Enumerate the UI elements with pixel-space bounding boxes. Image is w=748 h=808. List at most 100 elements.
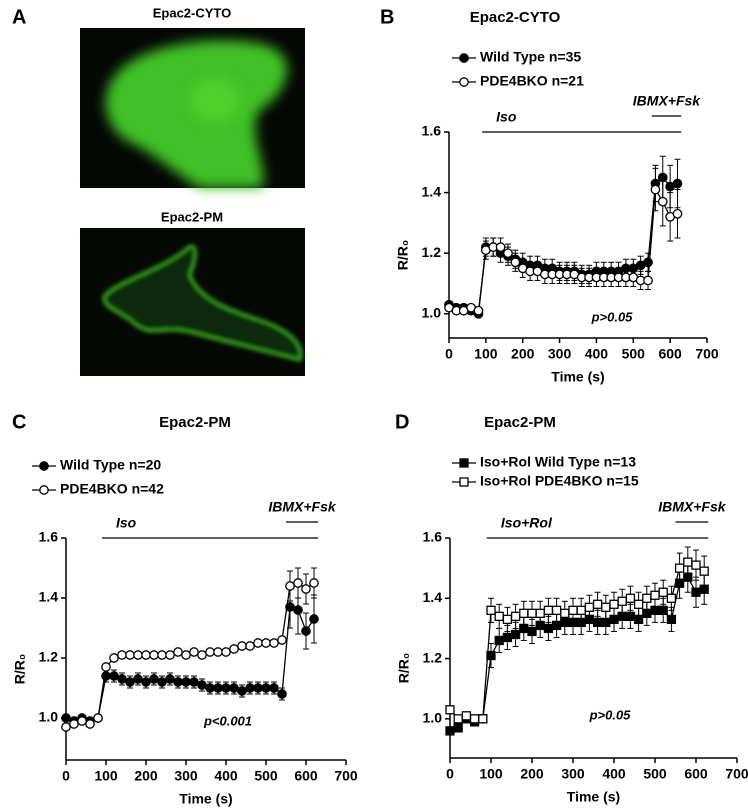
y-tick-label: 1.2 xyxy=(422,244,442,260)
y-axis-label: R/R₀ xyxy=(396,653,412,683)
chart-title: Epac2-PM xyxy=(159,414,231,431)
data-point xyxy=(445,726,455,736)
data-point xyxy=(197,650,207,660)
data-point xyxy=(672,178,683,189)
data-point xyxy=(527,608,537,618)
x-tick-label: 0 xyxy=(446,766,454,782)
x-tick-label: 700 xyxy=(725,766,748,782)
x-axis-label: Time (s) xyxy=(551,369,604,385)
data-point xyxy=(478,714,488,724)
p-value: p>0.05 xyxy=(589,707,632,722)
data-point xyxy=(229,683,239,693)
data-point xyxy=(237,686,247,696)
x-tick-label: 400 xyxy=(214,768,238,784)
chart: C Epac2-PM 0 100 200 300 400 500 600 700 1.0 1.2 1.4… xyxy=(12,411,358,806)
y-tick-label: 1.4 xyxy=(422,183,442,199)
data-point xyxy=(642,593,652,603)
nucleus xyxy=(190,78,240,122)
data-point xyxy=(309,614,319,624)
data-point xyxy=(149,650,159,660)
data-point xyxy=(285,581,295,591)
data-point xyxy=(221,647,231,657)
data-point xyxy=(658,587,668,597)
data-point xyxy=(519,608,529,618)
legend-marker xyxy=(39,461,49,471)
x-tick-label: 400 xyxy=(585,346,609,362)
data-point xyxy=(245,683,255,693)
data-point xyxy=(221,683,231,693)
legend-marker xyxy=(39,485,49,495)
legend-marker xyxy=(459,53,469,63)
data-point xyxy=(205,647,215,657)
data-point xyxy=(277,635,287,645)
data-point xyxy=(125,677,135,687)
y-tick-label: 1.4 xyxy=(423,589,443,605)
data-point xyxy=(691,587,701,597)
data-point xyxy=(61,722,71,732)
x-tick-label: 300 xyxy=(548,346,572,362)
data-point xyxy=(592,599,603,609)
data-point xyxy=(494,635,504,646)
treatment-label: IBMX+Fsk xyxy=(658,499,727,515)
y-tick-label: 1.6 xyxy=(39,529,59,545)
legend-entry: Iso+Rol Wild Type n=13 xyxy=(452,454,636,470)
legend-entry: PDE4BKO n=42 xyxy=(32,481,164,497)
data-point xyxy=(109,653,119,663)
y-tick-label: 1.4 xyxy=(39,589,59,605)
y-axis-label: R/R₀ xyxy=(395,240,411,270)
y-tick-label: 1.6 xyxy=(422,123,442,139)
data-point xyxy=(657,196,668,207)
data-point xyxy=(205,683,215,693)
data-point xyxy=(117,674,127,684)
treatment-label: Iso xyxy=(116,515,137,531)
legend-entry: PDE4BKO n=21 xyxy=(452,73,584,89)
data-point xyxy=(77,716,87,726)
data-point xyxy=(261,683,271,693)
data-point xyxy=(445,705,455,715)
y-tick-label: 1.0 xyxy=(423,710,443,726)
data-point xyxy=(691,560,701,570)
x-tick-label: 700 xyxy=(695,346,719,362)
data-point xyxy=(293,605,303,615)
data-point xyxy=(461,711,472,721)
data-point xyxy=(213,683,223,693)
x-tick-label: 500 xyxy=(622,346,646,362)
data-point xyxy=(189,677,199,687)
data-point xyxy=(101,671,111,681)
panel-letter: D xyxy=(395,411,409,433)
panel-letter: A xyxy=(12,6,26,28)
data-point xyxy=(650,184,661,195)
data-point xyxy=(625,593,636,603)
treatment-label: IBMX+Fsk xyxy=(633,93,702,109)
data-point xyxy=(494,611,504,622)
data-point xyxy=(253,683,263,693)
data-point xyxy=(666,593,677,603)
legend-label: Iso+Rol Wild Type n=13 xyxy=(480,454,636,470)
data-point xyxy=(237,641,247,651)
data-point xyxy=(486,605,496,615)
p-value: p>0.05 xyxy=(591,309,634,324)
data-point xyxy=(213,647,223,657)
data-point xyxy=(527,626,537,637)
data-point xyxy=(453,714,463,724)
data-point xyxy=(69,719,79,729)
p-value: p<0.001 xyxy=(203,713,252,728)
x-tick-label: 400 xyxy=(602,766,626,782)
data-point xyxy=(601,602,611,612)
treatment-label: Iso+Rol xyxy=(501,515,553,531)
data-point xyxy=(85,719,95,729)
treatment-label: IBMX+Fsk xyxy=(268,499,337,515)
cell-image xyxy=(102,244,303,362)
data-point xyxy=(293,578,303,588)
x-tick-label: 700 xyxy=(334,768,358,784)
legend-label: Wild Type n=35 xyxy=(480,49,581,65)
data-point xyxy=(269,638,279,648)
y-tick-label: 1.0 xyxy=(422,304,442,320)
data-point xyxy=(173,647,183,657)
data-point xyxy=(551,605,562,615)
data-point xyxy=(165,650,175,660)
data-point xyxy=(141,650,151,660)
x-tick-label: 300 xyxy=(174,768,198,784)
data-point xyxy=(453,723,463,733)
data-point xyxy=(699,566,709,576)
